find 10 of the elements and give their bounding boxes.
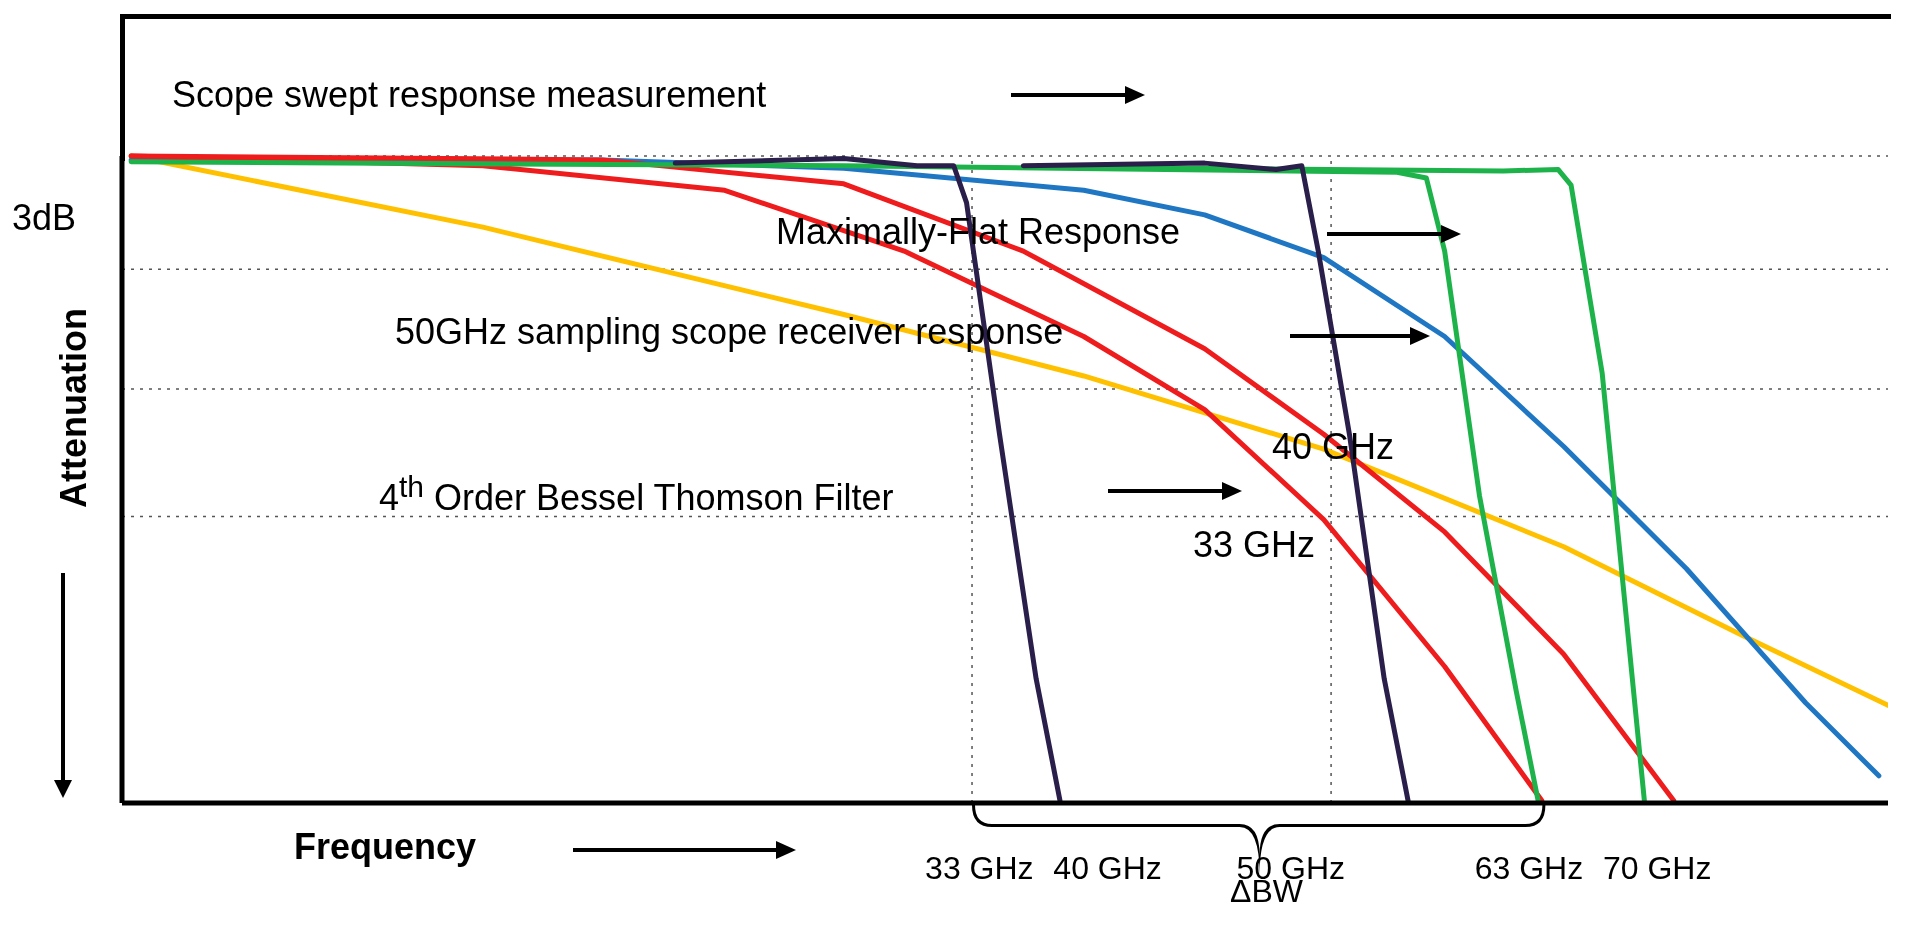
annotation: 33 GHz (1193, 524, 1316, 565)
x-tick-label: 63 GHz (1474, 850, 1584, 886)
y-axis-title: Attenuation (53, 308, 95, 508)
text: 3dB (12, 197, 77, 238)
x-tick-label: 33 GHz (925, 850, 1034, 886)
text: Scope swept response measurement (172, 74, 767, 115)
annotation: 4$^{th}$ Order Bessel Thomson Filter (379, 470, 894, 518)
x-tick-label: 70 GHz (1602, 850, 1712, 886)
x-tick-label: 40 GHz (1053, 850, 1162, 886)
x-axis-title: Frequency (294, 826, 477, 868)
